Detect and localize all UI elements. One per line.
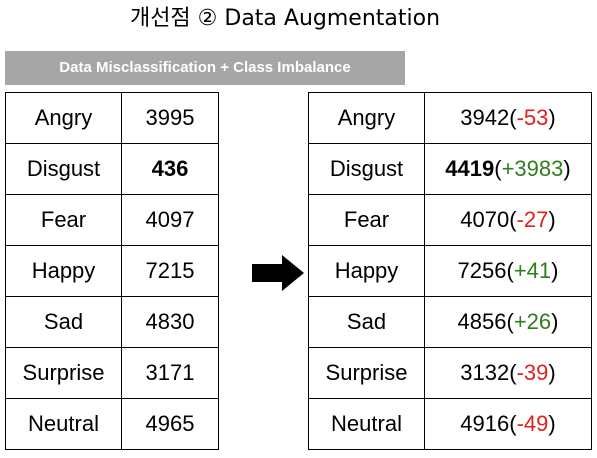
table-row: Fear 4070(-27) <box>308 194 592 246</box>
table-row: Surprise 3132(-39) <box>308 347 592 399</box>
class-count-cell: 4070(-27) <box>424 194 592 246</box>
class-label: Neutral <box>5 398 122 450</box>
class-label: Happy <box>308 245 425 297</box>
section-banner: Data Misclassification + Class Imbalance <box>5 51 405 85</box>
class-label: Disgust <box>308 143 425 195</box>
class-label: Neutral <box>308 398 425 450</box>
class-label: Surprise <box>5 347 122 399</box>
count-delta: +41 <box>513 258 552 283</box>
class-count: 4097 <box>121 194 219 246</box>
table-row: Neutral 4916(-49) <box>308 398 592 450</box>
table-row: Angry 3942(-53) <box>308 92 592 144</box>
class-label: Disgust <box>5 143 122 195</box>
table-row: Angry 3995 <box>5 92 219 144</box>
class-label: Fear <box>5 194 122 246</box>
class-count: 3171 <box>121 347 219 399</box>
table-row: Fear 4097 <box>5 194 219 246</box>
table-row: Sad 4830 <box>5 296 219 348</box>
class-count: 7215 <box>121 245 219 297</box>
class-count-cell: 3942(-53) <box>424 92 592 144</box>
class-count-cell: 4856(+26) <box>424 296 592 348</box>
class-count: 436 <box>121 143 219 195</box>
table-row: Happy 7256(+41) <box>308 245 592 297</box>
count-delta: -27 <box>516 207 549 232</box>
class-label: Surprise <box>308 347 425 399</box>
count-delta: -39 <box>516 360 549 385</box>
table-row: Neutral 4965 <box>5 398 219 450</box>
table-row: Disgust 4419(+3983) <box>308 143 592 195</box>
count-delta: +3983 <box>501 156 564 181</box>
class-count: 4916 <box>460 411 510 436</box>
table-row: Sad 4856(+26) <box>308 296 592 348</box>
class-count: 3942 <box>460 105 510 130</box>
class-label: Fear <box>308 194 425 246</box>
class-count: 4070 <box>460 207 510 232</box>
class-count: 3995 <box>121 92 219 144</box>
count-delta: +26 <box>513 309 552 334</box>
count-delta: -53 <box>516 105 549 130</box>
table-row: Surprise 3171 <box>5 347 219 399</box>
class-label: Angry <box>308 92 425 144</box>
class-count-cell: 7256(+41) <box>424 245 592 297</box>
class-label: Sad <box>308 296 425 348</box>
table-row: Disgust 436 <box>5 143 219 195</box>
class-count: 4856 <box>457 309 507 334</box>
class-count: 4965 <box>121 398 219 450</box>
right-arrow-icon <box>252 255 304 291</box>
count-delta: -49 <box>516 411 549 436</box>
table-row: Happy 7215 <box>5 245 219 297</box>
class-label: Happy <box>5 245 122 297</box>
class-label: Sad <box>5 296 122 348</box>
class-count: 4830 <box>121 296 219 348</box>
class-label: Angry <box>5 92 122 144</box>
after-table: Angry 3942(-53) Disgust 4419(+3983) Fear… <box>308 92 592 450</box>
class-count-cell: 4916(-49) <box>424 398 592 450</box>
before-table: Angry 3995 Disgust 436 Fear 4097 Happy 7… <box>5 92 219 450</box>
class-count-cell: 3132(-39) <box>424 347 592 399</box>
class-count-cell: 4419(+3983) <box>424 143 592 195</box>
class-count: 3132 <box>460 360 510 385</box>
page-title: 개선점 ② Data Augmentation <box>129 6 441 31</box>
class-count: 7256 <box>457 258 507 283</box>
class-count: 4419 <box>445 156 495 181</box>
